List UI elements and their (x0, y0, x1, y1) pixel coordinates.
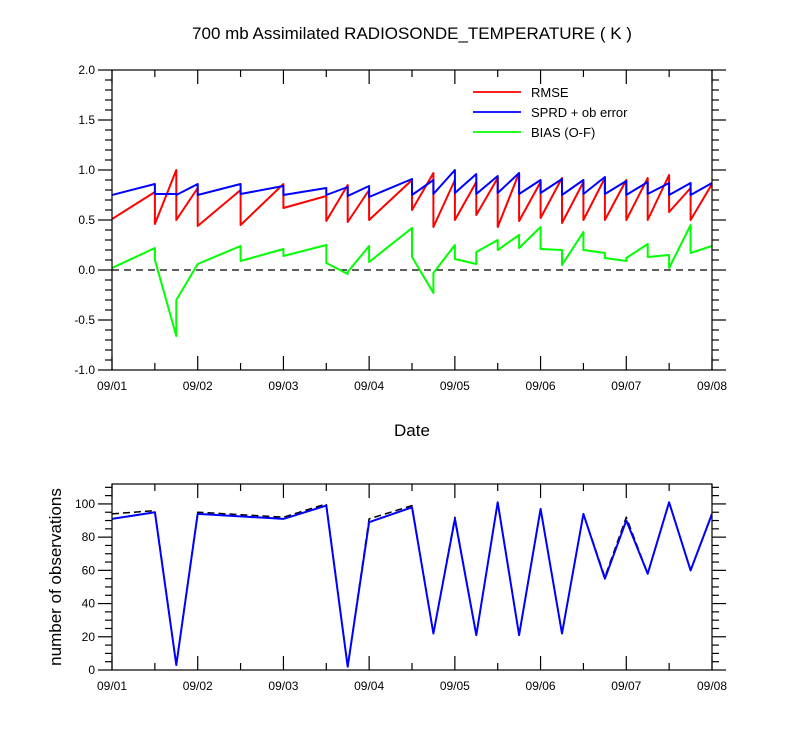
series-line-rmse (112, 169, 712, 228)
x-tick-label: 09/04 (354, 379, 384, 393)
y-tick-label: 20 (82, 630, 96, 644)
y-tick-label: 1.5 (78, 113, 95, 127)
x-tick-label: 09/03 (268, 379, 298, 393)
y-tick-label: 0.0 (78, 263, 95, 277)
y-tick-label: 100 (75, 497, 95, 511)
bottom-ticks: 09/01 09/02 09/03 09/04 09/05 09/06 09/07 09/08… (75, 484, 727, 693)
x-tick-label: 09/08 (697, 379, 727, 393)
x-tick-label: 09/05 (440, 379, 470, 393)
series-line-bias-o-f (112, 224, 712, 337)
series-line-solid-1 (112, 501, 712, 668)
x-tick-label: 09/06 (526, 379, 556, 393)
x-tick-label: 09/07 (611, 679, 641, 693)
x-tick-label: 09/05 (440, 679, 470, 693)
x-tick-label: 09/01 (97, 679, 127, 693)
y-tick-label: 60 (82, 563, 96, 577)
top-ticks: 09/01 09/02 09/03 09/04 09/05 09/06 09/07 09/08… (74, 63, 727, 393)
y-tick-label: 80 (82, 530, 96, 544)
y-tick-label: 1.0 (78, 163, 95, 177)
x-tick-label: 09/01 (97, 379, 127, 393)
top-panel: 09/01 09/02 09/03 09/04 09/05 09/06 09/07 09/08… (74, 63, 727, 440)
x-tick-label: 09/03 (268, 679, 298, 693)
y-tick-label: -1.0 (74, 363, 95, 377)
x-axis-label: Date (394, 421, 430, 440)
y-tick-label: 0.5 (78, 213, 95, 227)
x-tick-label: 09/02 (183, 379, 213, 393)
legend-label-sprd-ob-error: SPRD + ob error (531, 105, 628, 120)
y-axis-label: number of observations (46, 488, 65, 666)
y-tick-label: 0 (88, 663, 95, 677)
y-tick-label: -0.5 (74, 313, 95, 327)
legend: RMSE SPRD + ob error BIAS (O-F) (473, 85, 628, 140)
x-tick-label: 09/08 (697, 679, 727, 693)
x-tick-label: 09/04 (354, 679, 384, 693)
x-tick-label: 09/07 (611, 379, 641, 393)
series-line-sprd-ob-error (112, 169, 712, 198)
x-tick-label: 09/06 (526, 679, 556, 693)
series-line-dashed-0 (112, 501, 712, 668)
x-tick-label: 09/02 (183, 679, 213, 693)
legend-label-rmse: RMSE (531, 85, 569, 100)
chart-title: 700 mb Assimilated RADIOSONDE_TEMPERATUR… (192, 24, 632, 43)
bottom-panel: 09/01 09/02 09/03 09/04 09/05 09/06 09/07 09/08… (46, 483, 727, 693)
y-tick-label: 40 (82, 597, 96, 611)
legend-label-bias-o-f: BIAS (O-F) (531, 125, 595, 140)
y-tick-label: 2.0 (78, 63, 95, 77)
